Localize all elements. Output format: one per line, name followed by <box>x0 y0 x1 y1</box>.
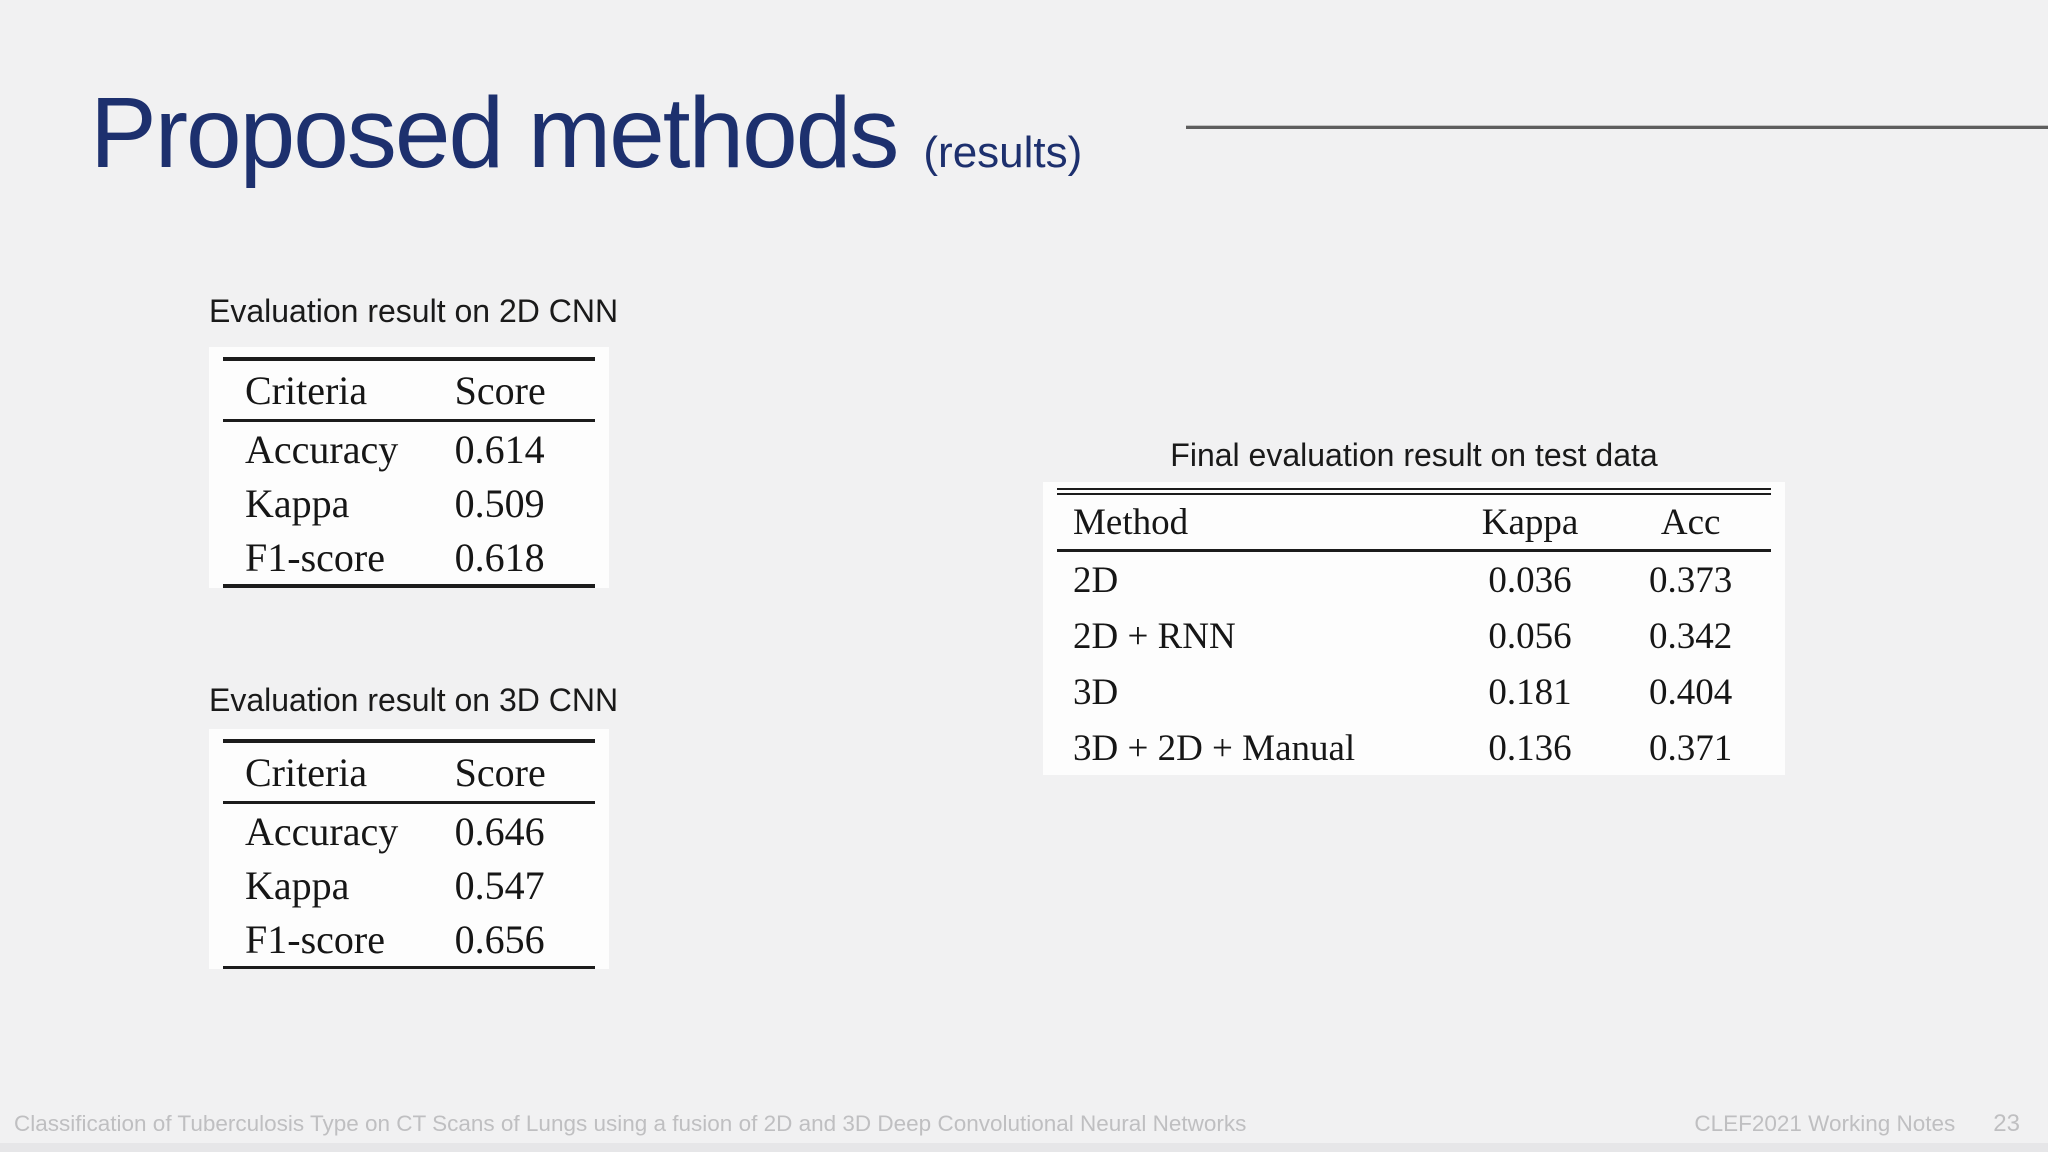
table-cell: Accuracy <box>245 808 399 854</box>
table-cell: 0.404 <box>1649 671 1733 713</box>
page-number: 23 <box>1993 1110 2020 1137</box>
table-row: 2D 0.036 0.373 <box>1057 551 1771 609</box>
table-caption-3d-cnn: Evaluation result on 3D CNN <box>209 682 619 718</box>
table-cell: 3D <box>1073 671 1119 713</box>
footer-paper-title: Classification of Tuberculosis Type on C… <box>14 1111 1247 1136</box>
table-cell: Kappa <box>245 480 350 526</box>
table-caption-2d-cnn: Evaluation result on 2D CNN <box>209 293 619 329</box>
bottom-edge-band <box>0 1143 2048 1152</box>
table-cell: 0.509 <box>454 480 545 526</box>
table-cell: 0.056 <box>1488 615 1572 657</box>
results-table-final: Method Kappa Acc 2D 0.036 0.373 2D + RNN… <box>1043 482 1785 775</box>
column-header: Acc <box>1660 501 1721 543</box>
table-cell: 3D + 2D + Manual <box>1073 727 1356 769</box>
column-header: Criteria <box>245 749 368 795</box>
table-row: 3D + 2D + Manual 0.136 0.371 <box>1057 720 1771 775</box>
eval-2d-cnn-group: Evaluation result on 2D CNN Criteria Sco… <box>209 290 619 588</box>
table-cell: 0.371 <box>1649 727 1733 769</box>
table-row: Kappa 0.547 <box>223 858 595 912</box>
table-cell: 0.656 <box>454 916 545 962</box>
table-cell: Accuracy <box>245 426 399 472</box>
table-row: 3D 0.181 0.404 <box>1057 664 1771 720</box>
table-cell: 0.618 <box>454 534 545 580</box>
table-cell: 0.646 <box>454 808 545 854</box>
table-cell: F1-score <box>245 534 385 580</box>
table-cell: 0.373 <box>1649 559 1733 601</box>
results-table-3d-cnn: Criteria Score Accuracy 0.646 Kappa 0.54… <box>209 729 609 969</box>
title-text: Proposed methods <box>90 77 899 189</box>
table-caption-final: Final evaluation result on test data <box>1170 437 1658 473</box>
table-row: Accuracy 0.646 <box>223 803 595 859</box>
table-row: 2D + RNN 0.056 0.342 <box>1057 608 1771 664</box>
table-cell: 0.181 <box>1488 671 1572 713</box>
table-row: Kappa 0.509 <box>223 476 595 530</box>
table-header-row: Method Kappa Acc <box>1057 491 1771 551</box>
table-cell: 0.547 <box>454 862 545 908</box>
column-header: Score <box>454 367 546 413</box>
results-table-2d-cnn: Criteria Score Accuracy 0.614 Kappa 0.50… <box>209 347 609 588</box>
column-header: Score <box>454 749 546 795</box>
table-cell: 0.136 <box>1488 727 1572 769</box>
table-row: F1-score 0.618 <box>223 530 595 586</box>
table-header-row: Criteria Score <box>223 741 595 803</box>
table-cell: 2D <box>1073 559 1119 601</box>
table-cell: 0.342 <box>1649 615 1733 657</box>
table-row: F1-score 0.656 <box>223 912 595 968</box>
slide-title: Proposed methods (results) <box>90 83 1082 183</box>
table-cell: Kappa <box>245 862 350 908</box>
table-cell: F1-score <box>245 916 385 962</box>
column-header: Method <box>1073 501 1189 543</box>
eval-3d-cnn-group: Evaluation result on 3D CNN Criteria Sco… <box>209 679 619 969</box>
table-header-row: Criteria Score <box>223 359 595 421</box>
final-eval-group: Final evaluation result on test data Met… <box>1043 434 1785 775</box>
slide-footer: Classification of Tuberculosis Type on C… <box>14 1110 2020 1138</box>
title-subtitle: (results) <box>923 128 1083 177</box>
table-row: Accuracy 0.614 <box>223 421 595 477</box>
table-cell: 2D + RNN <box>1073 615 1236 657</box>
column-header: Criteria <box>245 367 368 413</box>
table-cell: 0.036 <box>1488 559 1572 601</box>
title-rule <box>1186 126 2048 129</box>
footer-venue: CLEF2021 Working Notes <box>1694 1111 1956 1136</box>
column-header: Kappa <box>1481 501 1579 543</box>
table-cell: 0.614 <box>454 426 545 472</box>
